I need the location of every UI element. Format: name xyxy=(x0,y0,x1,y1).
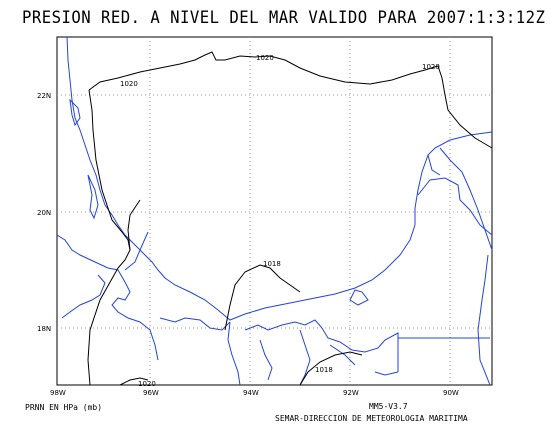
units-caption: PRNN EN HPa (mb) xyxy=(25,403,102,412)
lon-label-96w: 96W xyxy=(143,389,159,397)
isobar-1020-southwest xyxy=(119,377,149,386)
lagoon-tamaulipas xyxy=(87,174,99,220)
map-frame xyxy=(56,36,493,386)
latitude-labels: 22N 20N 18N xyxy=(37,92,51,333)
isobar-1020-west-outer xyxy=(88,89,131,269)
agency-credit: SEMAR-DIRECCION DE METEOROLOGIA MARITIMA xyxy=(275,414,468,423)
yucatan-border xyxy=(417,177,493,236)
yucatan-east-border xyxy=(439,147,493,251)
border-guatemala-south xyxy=(374,371,399,376)
state-border-chiapas-inner xyxy=(299,329,311,386)
isobar-1020-inner-west xyxy=(127,199,141,251)
state-border-tabasco xyxy=(244,319,323,331)
isobar-label: 1020 xyxy=(120,80,138,88)
river-usumacinta xyxy=(329,344,356,366)
isobar-1018-south xyxy=(299,351,363,386)
laguna-terminos xyxy=(349,289,369,306)
state-border-sanluis xyxy=(124,231,149,271)
yucatan-coast-detail xyxy=(427,154,441,176)
isobar-label: 1018 xyxy=(315,366,333,374)
lagoon-north xyxy=(69,98,81,127)
lon-label-94w: 94W xyxy=(243,389,259,397)
isobar-1018-central xyxy=(224,264,301,331)
state-border-veracruz xyxy=(159,317,231,331)
isobars xyxy=(87,51,493,386)
state-border-west xyxy=(56,234,159,361)
isobar-label: 1020 xyxy=(138,380,156,388)
isobar-label: 1020 xyxy=(256,54,274,62)
lat-lon-grid xyxy=(57,37,492,385)
isobar-label: 1018 xyxy=(263,260,281,268)
lon-label-98w: 98W xyxy=(50,389,66,397)
state-border-chiapas xyxy=(321,327,399,372)
isobar-labels: 1020 1020 1020 1018 1018 1020 xyxy=(120,54,440,388)
model-version: MM5-V3.7 xyxy=(369,402,408,411)
state-border-sw xyxy=(61,274,106,319)
isobar-label: 1020 xyxy=(422,63,440,71)
map-title: PRESION RED. A NIVEL DEL MAR VALIDO PARA… xyxy=(22,8,546,28)
lon-label-90w: 90W xyxy=(443,389,459,397)
gulf-coastline xyxy=(66,36,493,321)
lon-label-92w: 92W xyxy=(343,389,359,397)
state-border-oaxaca xyxy=(227,321,241,386)
belize-border xyxy=(477,254,491,386)
lat-label-20n: 20N xyxy=(37,209,51,217)
coastline xyxy=(56,36,493,386)
isobar-1020-north xyxy=(88,51,493,149)
isobar-1020-west-south xyxy=(87,267,119,386)
longitude-labels: 98W 96W 94W 92W 90W xyxy=(50,389,459,397)
lat-label-18n: 18N xyxy=(37,325,51,333)
lat-label-22n: 22N xyxy=(37,92,51,100)
state-border-isthmus xyxy=(259,339,273,381)
